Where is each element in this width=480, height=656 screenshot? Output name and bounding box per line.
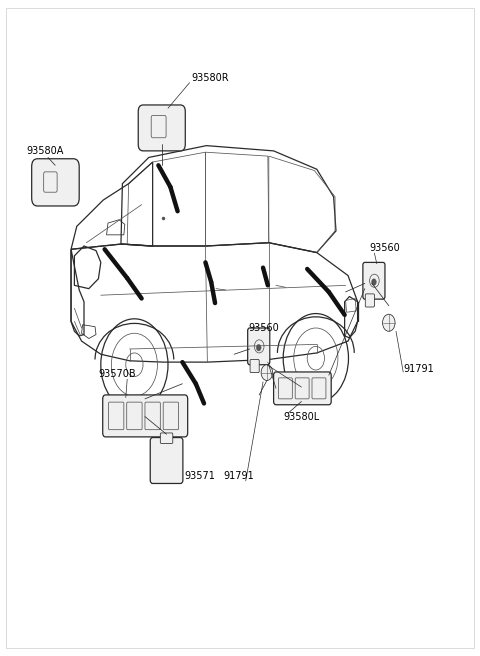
Text: 93570B: 93570B <box>98 369 136 379</box>
Circle shape <box>256 344 261 351</box>
Text: 93580L: 93580L <box>283 412 320 422</box>
Text: 93580R: 93580R <box>191 73 228 83</box>
FancyBboxPatch shape <box>363 262 385 299</box>
FancyBboxPatch shape <box>274 372 331 405</box>
Text: 93560: 93560 <box>249 323 279 333</box>
FancyBboxPatch shape <box>160 433 173 443</box>
Text: 91791: 91791 <box>403 364 434 374</box>
FancyBboxPatch shape <box>32 159 79 206</box>
FancyBboxPatch shape <box>138 105 185 151</box>
FancyBboxPatch shape <box>103 395 188 437</box>
Circle shape <box>261 365 273 380</box>
FancyBboxPatch shape <box>365 294 374 307</box>
Circle shape <box>372 279 376 285</box>
Text: 91791: 91791 <box>223 471 254 481</box>
Text: 93580A: 93580A <box>26 146 64 156</box>
Text: 93560: 93560 <box>370 243 400 253</box>
Text: 93571: 93571 <box>185 471 216 481</box>
Circle shape <box>383 314 395 331</box>
FancyBboxPatch shape <box>150 438 183 483</box>
FancyBboxPatch shape <box>248 328 270 365</box>
FancyBboxPatch shape <box>250 359 259 373</box>
